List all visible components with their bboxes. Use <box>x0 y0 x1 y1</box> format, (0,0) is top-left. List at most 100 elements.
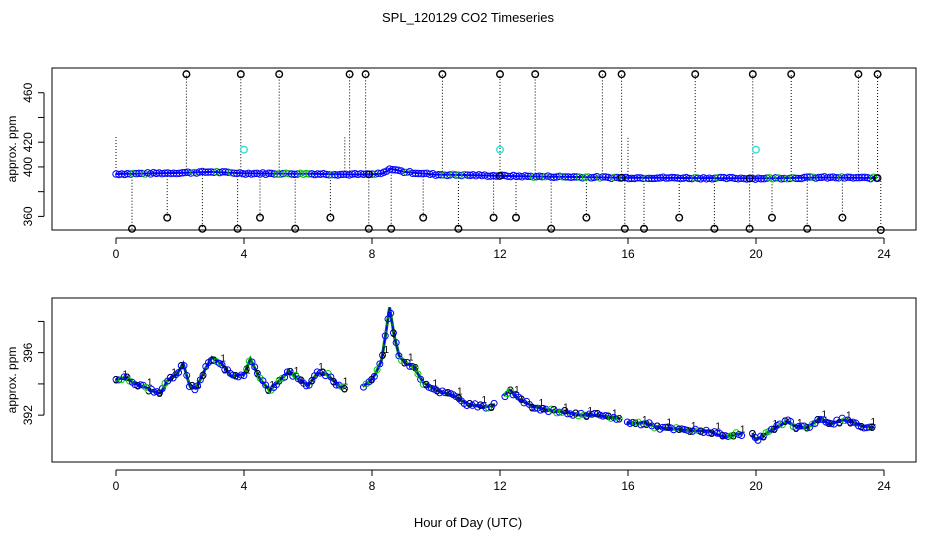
baseline-point <box>463 171 472 179</box>
co2-point <box>615 415 623 423</box>
baseline-point <box>550 173 558 182</box>
co2-point <box>112 375 120 383</box>
baseline-point <box>789 174 797 182</box>
co2-point <box>827 420 835 428</box>
baseline-point <box>241 170 250 178</box>
x-axis-label: Hour of Day (UTC) <box>414 515 522 530</box>
co2-point-glyph: 3 <box>124 372 130 384</box>
baseline-point <box>671 174 679 182</box>
co2-point-glyph-red: 1 <box>740 425 746 436</box>
baseline-point <box>227 168 235 177</box>
co2-point-glyph-red: 1 <box>171 367 177 378</box>
baseline-point <box>247 170 256 178</box>
baseline-point <box>794 174 803 183</box>
baseline-point <box>852 173 860 182</box>
co2-point <box>302 382 310 390</box>
baseline-point <box>570 173 578 181</box>
co2-point-glyph-red: 1 <box>715 422 721 433</box>
co2-point <box>553 409 561 417</box>
spike-point <box>127 224 136 233</box>
baseline-point <box>486 172 495 180</box>
baseline-point <box>662 174 670 182</box>
spike-point <box>547 224 556 233</box>
co2-point <box>419 380 427 388</box>
baseline-point <box>607 174 616 182</box>
baseline-point <box>653 174 662 182</box>
spike-point <box>873 70 882 79</box>
co2-point-glyph: 3 <box>584 411 590 423</box>
baseline-point <box>293 170 302 178</box>
bottom-y-axis: 392 396 <box>21 320 45 425</box>
baseline-point <box>221 168 230 176</box>
co2-point <box>738 432 746 440</box>
co2-point <box>237 371 245 379</box>
co2-point <box>115 376 123 384</box>
baseline-point <box>270 170 279 178</box>
baseline-point <box>849 174 857 182</box>
baseline-point <box>135 169 143 178</box>
baseline-point <box>639 174 647 183</box>
co2-point <box>221 366 229 374</box>
baseline-point <box>164 169 172 177</box>
spike-point <box>620 224 629 233</box>
co2-point-glyph-red: 1 <box>539 398 545 409</box>
co2-point-glyph: 3 <box>654 421 660 433</box>
baseline-point <box>673 174 682 182</box>
baseline-point <box>524 172 532 181</box>
baseline-point <box>250 169 258 178</box>
baseline-point <box>734 175 742 183</box>
spike-point <box>198 224 207 233</box>
top-panel: 0 4 8 12 16 20 24 360 400 420 460 approx. ppm <box>5 67 917 261</box>
co2-point-glyph: 3 <box>518 394 524 406</box>
baseline-point <box>725 173 734 182</box>
co2-point <box>661 423 669 431</box>
baseline-point <box>215 168 224 177</box>
baseline-point <box>175 169 184 177</box>
baseline-point <box>434 170 443 179</box>
bottom-x-tick-label: 4 <box>241 479 248 493</box>
bottom-y-label: approx. ppm <box>5 347 19 414</box>
cyan-point <box>752 145 761 154</box>
baseline-point <box>558 173 567 181</box>
co2-point-glyph-red: 1 <box>147 377 153 388</box>
baseline-point <box>843 173 852 181</box>
baseline-point <box>541 172 549 181</box>
co2-point <box>476 401 484 409</box>
baseline-point <box>630 174 639 183</box>
baseline-point <box>322 170 330 179</box>
baseline-point <box>676 174 685 183</box>
baseline-point <box>420 169 428 178</box>
co2-point-glyph-red: 1 <box>642 415 648 426</box>
co2-point <box>340 385 348 393</box>
co2-point <box>376 360 384 368</box>
co2-point-glyph: 3 <box>341 384 347 396</box>
baseline-point <box>737 174 745 182</box>
baseline-point <box>158 169 166 178</box>
spike-point <box>454 224 463 233</box>
spike-point <box>876 225 885 234</box>
baseline-point <box>339 170 348 178</box>
baseline-point <box>308 170 316 178</box>
co2-point-glyph: 3 <box>412 362 418 374</box>
spike-point <box>275 70 284 79</box>
baseline-point <box>581 173 590 181</box>
baseline-point <box>832 174 840 182</box>
spike-point <box>748 70 757 79</box>
baseline-point <box>155 169 163 177</box>
baseline-point <box>564 173 572 181</box>
co2-point <box>612 415 620 423</box>
top-x-tick-label: 20 <box>749 247 763 261</box>
co2-point-glyph: 3 <box>369 374 375 386</box>
baseline-point <box>668 173 676 182</box>
baseline-point <box>521 172 529 180</box>
baseline-highlight-point <box>745 174 754 183</box>
baseline-point <box>207 168 215 176</box>
baseline-point <box>348 170 356 178</box>
baseline-point <box>858 173 866 182</box>
baseline-point <box>282 169 290 177</box>
co2-point-glyph: 3 <box>730 430 736 442</box>
baseline-point <box>806 173 814 181</box>
co2-point-glyph: 3 <box>507 385 513 397</box>
spike-point <box>496 70 505 79</box>
baseline-point <box>757 175 765 183</box>
